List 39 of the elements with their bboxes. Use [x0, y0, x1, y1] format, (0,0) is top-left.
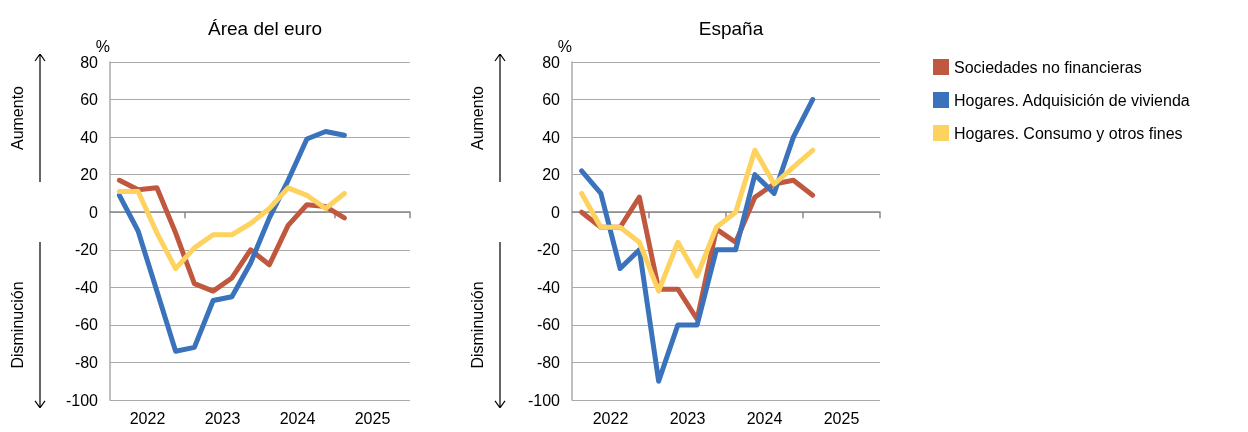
y-tick-label: 20 [80, 166, 99, 184]
y-tick-label: -20 [74, 241, 99, 259]
y-tick-label: 80 [542, 53, 561, 71]
x-tick-label: 2024 [746, 409, 783, 427]
y-tick-label: 40 [80, 128, 99, 146]
x-tick-label: 2025 [354, 409, 391, 427]
x-tick-label: 2023 [669, 409, 706, 427]
text: Aumento [469, 86, 487, 151]
text: Disminución [9, 281, 27, 369]
y-axis-title: % [95, 37, 110, 55]
y-tick-label: -20 [536, 241, 561, 259]
chart-title: España [698, 18, 764, 39]
x-tick-label: 2022 [592, 409, 629, 427]
x-tick-label: 2024 [279, 409, 316, 427]
y-tick-label: -100 [65, 391, 99, 409]
y-tick-label: -60 [74, 316, 99, 334]
y-tick-label: 20 [542, 166, 561, 184]
y-tick-label: 0 [89, 203, 99, 221]
y-axis-title: % [557, 37, 572, 55]
legend-label: Hogares. Consumo y otros fines [954, 124, 1183, 142]
x-tick-label: 2023 [204, 409, 241, 427]
y-tick-label: 40 [542, 128, 561, 146]
y-tick-label: -40 [536, 278, 561, 296]
y-tick-label: -80 [74, 353, 99, 371]
chart-title: Área del euro [207, 18, 323, 39]
x-tick-label: 2022 [129, 409, 166, 427]
y-tick-label: -60 [536, 316, 561, 334]
y-tick-label: 80 [80, 53, 99, 71]
x-tick-label: 2025 [823, 409, 860, 427]
y-tick-label: -80 [536, 353, 561, 371]
text: Disminución [469, 281, 487, 369]
y-tick-label: 60 [542, 91, 561, 109]
y-tick-label: 60 [80, 91, 99, 109]
y-tick-label: -100 [527, 391, 561, 409]
legend-label: Sociedades no financieras [954, 58, 1142, 76]
y-tick-label: 0 [551, 203, 561, 221]
text: Aumento [9, 86, 27, 151]
y-tick-label: -40 [74, 278, 99, 296]
legend-label: Hogares. Adquisición de vivienda [954, 91, 1190, 109]
